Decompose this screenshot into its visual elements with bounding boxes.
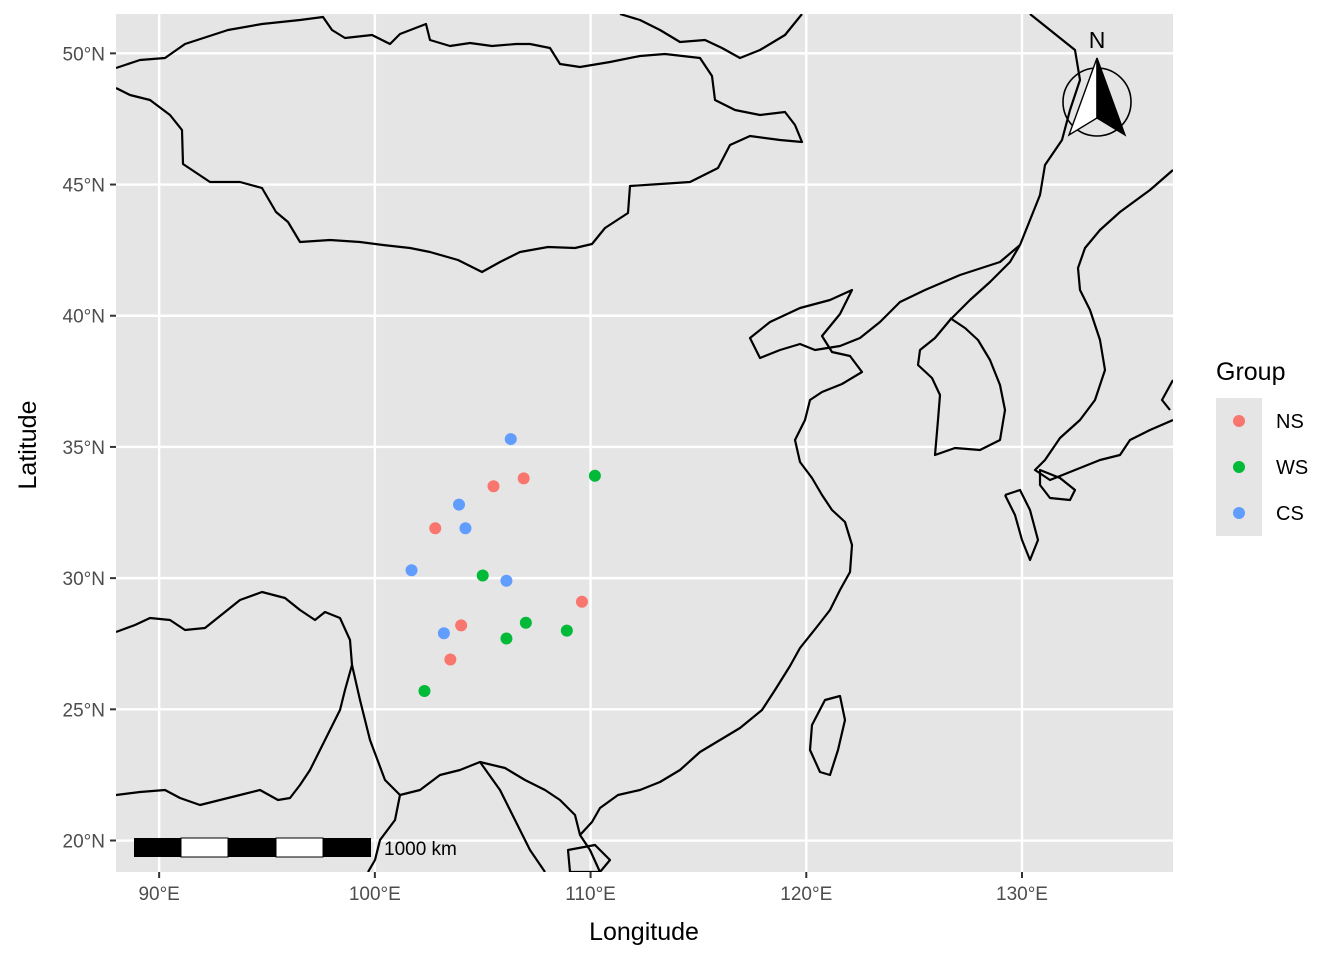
- data-point-cs: [405, 564, 418, 577]
- legend-title: Group: [1216, 358, 1285, 386]
- legend-key-cs: [1233, 507, 1245, 519]
- y-tick-label: 40°N: [63, 307, 105, 328]
- legend-label-ws: WS: [1276, 457, 1308, 479]
- x-axis-title: Longitude: [589, 918, 699, 946]
- x-tick-label: 120°E: [780, 884, 832, 905]
- data-point-ws: [588, 469, 601, 482]
- scale-bar-label: 1000 km: [384, 839, 457, 860]
- china-north-border: [619, 14, 803, 60]
- data-point-ns: [429, 522, 442, 535]
- y-axis: 20°N 25°N 30°N 35°N 40°N 45°N 50°N: [63, 44, 116, 853]
- data-point-cs: [452, 498, 465, 511]
- x-tick-label: 100°E: [349, 884, 401, 905]
- y-tick-label: 25°N: [63, 700, 105, 721]
- russia-china-border: [1018, 14, 1082, 246]
- y-tick-label: 45°N: [63, 176, 105, 197]
- mongolia-border: [116, 15, 804, 274]
- data-point-ns: [517, 472, 530, 485]
- north-arrow: N: [1062, 27, 1132, 137]
- scale-bar: 1000 km: [134, 837, 457, 860]
- y-axis-title: Latitude: [14, 401, 42, 490]
- indochina-border: [367, 761, 546, 872]
- x-tick-label: 130°E: [996, 884, 1048, 905]
- country-borders: [116, 14, 1173, 872]
- legend: Group NS WS CS: [1216, 358, 1308, 536]
- plot-panel: [116, 14, 1173, 872]
- taiwan-coast: [808, 694, 847, 777]
- data-point-ns: [487, 480, 500, 493]
- scale-bar-segment-4: [275, 837, 324, 858]
- data-point-ns: [444, 653, 457, 666]
- legend-key-ws: [1233, 461, 1245, 473]
- scale-bar-segment-5: [323, 838, 371, 857]
- data-point-ws: [560, 624, 573, 637]
- legend-key-ns: [1233, 415, 1245, 427]
- scale-bar-segment-3: [228, 838, 276, 857]
- north-arrow-label: N: [1089, 27, 1106, 53]
- data-point-cs: [500, 574, 513, 587]
- data-point-ws: [519, 616, 532, 629]
- korea-coast: [916, 244, 1021, 457]
- data-point-ws: [418, 684, 431, 697]
- x-axis: 90°E 100°E 110°E 120°E 130°E: [138, 872, 1048, 905]
- x-tick-label: 110°E: [565, 884, 616, 905]
- x-tick-label: 90°E: [138, 884, 179, 905]
- y-tick-label: 35°N: [63, 438, 105, 459]
- data-point-cs: [504, 433, 517, 446]
- south-asia-border: [116, 590, 354, 807]
- data-point-ws: [476, 569, 489, 582]
- data-point-cs: [459, 522, 472, 535]
- legend-label-cs: CS: [1276, 503, 1304, 525]
- y-tick-label: 50°N: [63, 44, 105, 65]
- scale-bar-segment-1: [134, 838, 181, 857]
- north-arrow-right-half: [1096, 57, 1127, 137]
- data-point-cs: [437, 627, 450, 640]
- data-point-ns: [455, 619, 468, 632]
- y-tick-label: 20°N: [63, 832, 105, 853]
- data-points: [405, 433, 601, 697]
- china-east-coast: [579, 244, 1021, 836]
- data-point-ns: [575, 595, 588, 608]
- y-tick-label: 30°N: [63, 569, 105, 590]
- legend-label-ns: NS: [1276, 411, 1304, 433]
- data-point-ws: [500, 632, 513, 645]
- scale-bar-segment-2: [180, 837, 229, 858]
- hainan-coast: [566, 843, 612, 872]
- japan-coast: [1004, 169, 1173, 562]
